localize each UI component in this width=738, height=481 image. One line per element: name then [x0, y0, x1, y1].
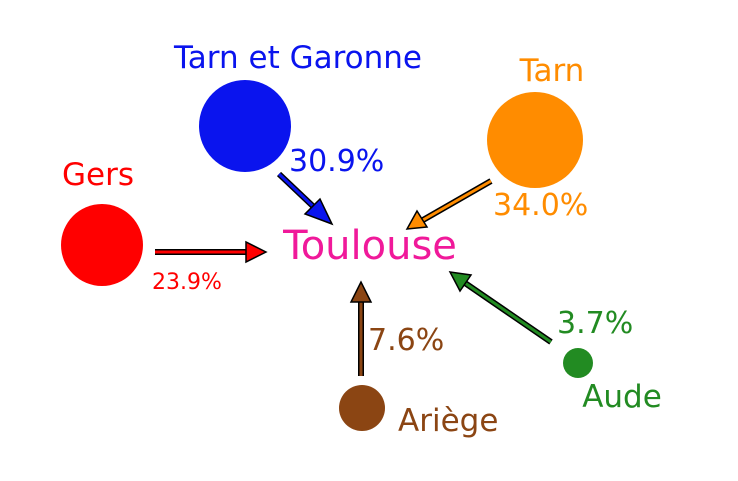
percent-label-tarn-et-garonne: 30.9% — [289, 144, 384, 179]
flow-arrow-ariege — [349, 280, 373, 376]
node-ariege: Ariège 7.6% — [339, 280, 498, 439]
node-tarn-et-garonne: Tarn et Garonne 30.9% — [173, 40, 422, 226]
node-label-tarn: Tarn — [519, 53, 585, 89]
node-label-aude: Aude — [582, 379, 662, 415]
flow-arrow-tarn-et-garonne — [276, 171, 334, 226]
flow-arrow-aude — [448, 271, 553, 345]
percent-label-ariege: 7.6% — [368, 323, 444, 358]
flow-arrow-tarn — [405, 178, 493, 230]
node-circle-gers — [61, 204, 143, 286]
node-circle-ariege — [339, 385, 385, 431]
node-tarn: Tarn 34.0% — [405, 53, 588, 230]
percent-label-tarn: 34.0% — [493, 188, 588, 223]
flow-arrow-gers — [155, 240, 268, 264]
percent-label-aude: 3.7% — [557, 306, 633, 341]
node-circle-tarn-et-garonne — [199, 80, 291, 172]
node-label-tarn-et-garonne: Tarn et Garonne — [173, 40, 422, 76]
node-aude: 3.7% Aude — [448, 271, 662, 415]
node-gers: Gers 23.9% — [61, 157, 268, 295]
center-label: Toulouse — [282, 223, 457, 269]
node-label-ariege: Ariège — [398, 403, 498, 439]
node-circle-aude — [563, 348, 593, 378]
percent-label-gers: 23.9% — [152, 270, 222, 295]
node-circle-tarn — [487, 92, 583, 188]
node-label-gers: Gers — [62, 157, 134, 193]
